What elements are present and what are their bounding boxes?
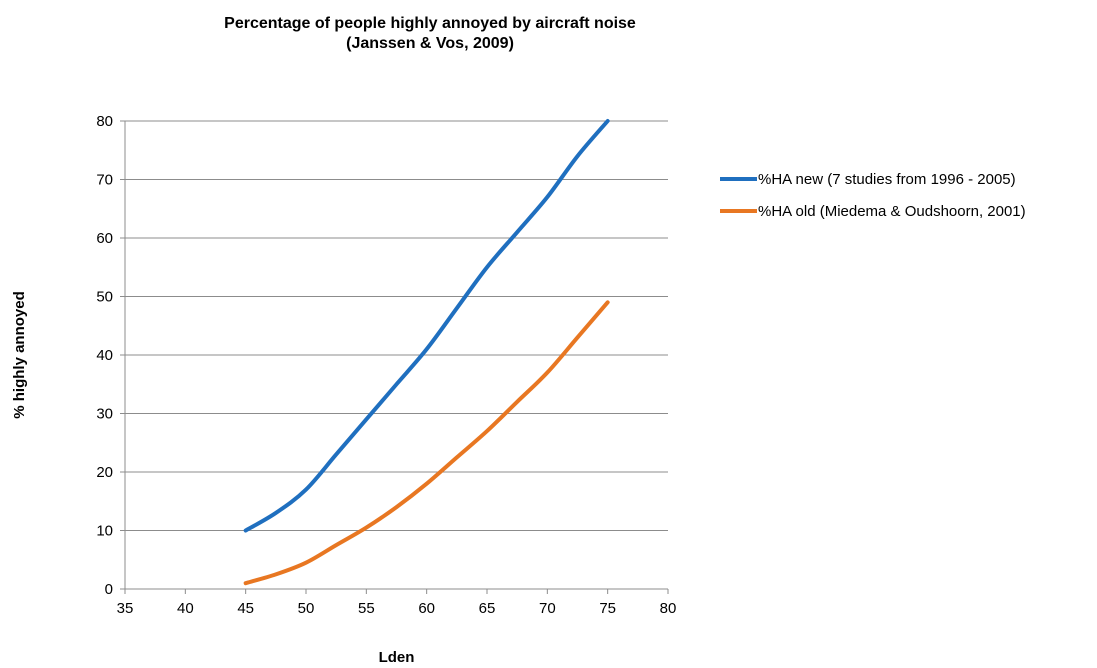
x-tick-label: 40 [177,600,194,617]
x-tick-label: 80 [660,600,677,617]
y-tick-label: 40 [96,347,113,364]
y-tick-label: 50 [96,289,113,306]
y-tick-label: 10 [96,523,113,540]
x-tick-label: 55 [358,600,375,617]
x-axis-title: Lden [379,649,415,666]
y-tick-label: 80 [96,113,113,130]
x-tick-label: 70 [539,600,556,617]
series-line-2 [243,300,610,586]
y-tick-label: 60 [96,230,113,247]
y-tick-label: 70 [96,172,113,189]
series-layer [243,119,610,586]
legend-label: %HA old (Miedema & Oudshoorn, 2001) [758,203,1026,220]
x-tick-label: 50 [298,600,315,617]
x-tick-label: 60 [418,600,435,617]
y-tick-label: 20 [96,464,113,481]
x-tick-label: 45 [237,600,254,617]
legend-label: %HA new (7 studies from 1996 - 2005) [758,171,1016,188]
x-tick-label: 65 [479,600,496,617]
y-tick-label: 0 [105,581,113,598]
gridlines [125,120,668,531]
chart-title-block: Percentage of people highly annoyed by a… [0,14,860,54]
x-tick-label: 75 [599,600,616,617]
chart-title: Percentage of people highly annoyed by a… [224,15,636,32]
y-tick-label: 30 [96,406,113,423]
chart-subtitle: (Janssen & Vos, 2009) [346,35,514,52]
series-line-1 [243,119,610,533]
legend: %HA new (7 studies from 1996 - 2005) %HA … [720,171,1026,220]
y-axis-title: % highly annoyed [11,291,28,419]
x-tick-label: 35 [117,600,134,617]
axes: 0 10 20 30 40 50 60 70 80 35 40 45 50 55 60 65 70 75 80 [96,113,676,617]
